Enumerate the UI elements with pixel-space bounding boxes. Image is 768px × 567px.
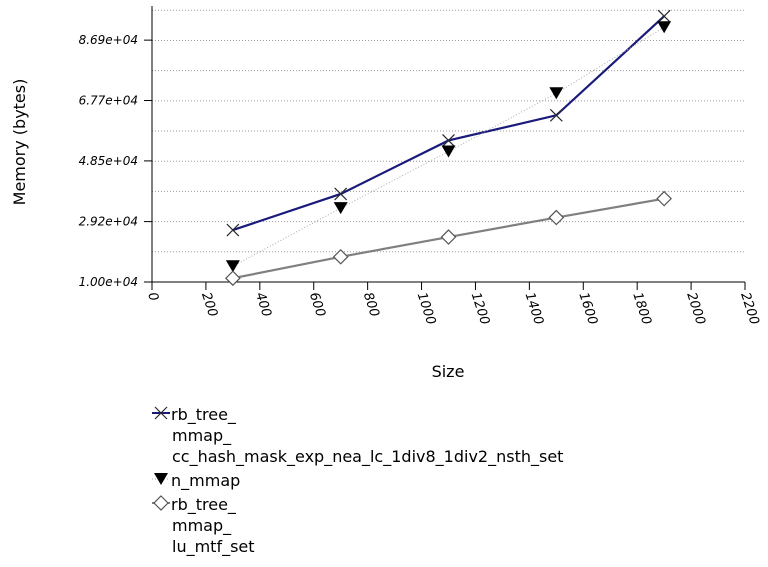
series-line <box>232 26 665 267</box>
legend-label: rb_tree_ <box>171 495 237 515</box>
data-point <box>442 134 455 147</box>
legend-item-2: n_mmap <box>152 471 240 491</box>
x-tick-label: 2000 <box>683 291 707 327</box>
data-point <box>656 190 672 207</box>
legend-label: mmap_ <box>172 516 232 536</box>
data-point <box>333 202 348 215</box>
y-axis-label: Memory (bytes) <box>10 79 29 206</box>
data-point <box>548 209 565 226</box>
series-2 <box>225 21 672 273</box>
series <box>225 9 672 287</box>
legend-item-1: rb_tree_mmap_cc_hash_mask_exp_nea_lc_1di… <box>152 405 563 467</box>
y-tick-label: 4.85e+04 <box>79 154 138 168</box>
series-line <box>232 15 665 232</box>
legend-label: mmap_ <box>172 426 232 446</box>
data-point <box>332 248 349 265</box>
data-point <box>334 187 348 201</box>
data-point <box>226 223 240 237</box>
data-point <box>549 87 564 100</box>
legend-label: cc_hash_mask_exp_nea_lc_1div8_1div2_nsth… <box>172 447 563 467</box>
legend-label: lu_mtf_set <box>172 537 255 557</box>
x-tick-label: 1600 <box>575 291 599 327</box>
data-point <box>657 9 671 23</box>
legend-label: rb_tree_ <box>171 405 237 425</box>
data-point <box>225 270 241 287</box>
series-1 <box>226 9 671 237</box>
legend-item-3: rb_tree_mmap_lu_mtf_set <box>152 495 255 557</box>
y-tick-label: 8.69e+04 <box>79 33 138 47</box>
x-axis-label: Size <box>432 362 465 381</box>
data-point <box>657 21 672 34</box>
data-point <box>225 260 240 273</box>
y-tick-labels: 1.00e+04 2.92e+04 4.85e+04 6.77e+04 8.69e+04 <box>79 33 152 289</box>
x-tick-label: 600 <box>306 291 328 319</box>
x-tick-label: 2200 <box>737 291 761 327</box>
x-tick-label: 1000 <box>414 291 438 327</box>
grid <box>152 9 745 253</box>
x-tick-label: 200 <box>198 291 220 319</box>
x-tick-label: 1200 <box>468 291 492 327</box>
legend: rb_tree_mmap_cc_hash_mask_exp_nea_lc_1di… <box>152 405 563 557</box>
y-tick-label: 1.00e+04 <box>79 275 138 289</box>
data-point <box>154 473 168 485</box>
data-point <box>154 406 168 420</box>
axes <box>151 6 745 283</box>
x-tick-label: 800 <box>360 291 382 319</box>
y-tick-label: 6.77e+04 <box>79 94 138 108</box>
x-tick-labels: 0 200 400 600 800 1000 1200 1400 1600 1800 2000 220… <box>144 282 762 327</box>
data-point <box>549 108 563 122</box>
data-point <box>153 495 169 511</box>
x-tick-label: 0 <box>144 291 161 304</box>
data-point <box>440 229 457 245</box>
y-tick-label: 2.92e+04 <box>79 215 138 229</box>
legend-label: n_mmap <box>171 471 240 491</box>
data-point <box>441 145 456 158</box>
x-tick-label: 1800 <box>629 291 653 327</box>
x-tick-label: 1400 <box>522 291 546 327</box>
series-3 <box>225 190 672 287</box>
x-tick-label: 400 <box>252 291 274 319</box>
